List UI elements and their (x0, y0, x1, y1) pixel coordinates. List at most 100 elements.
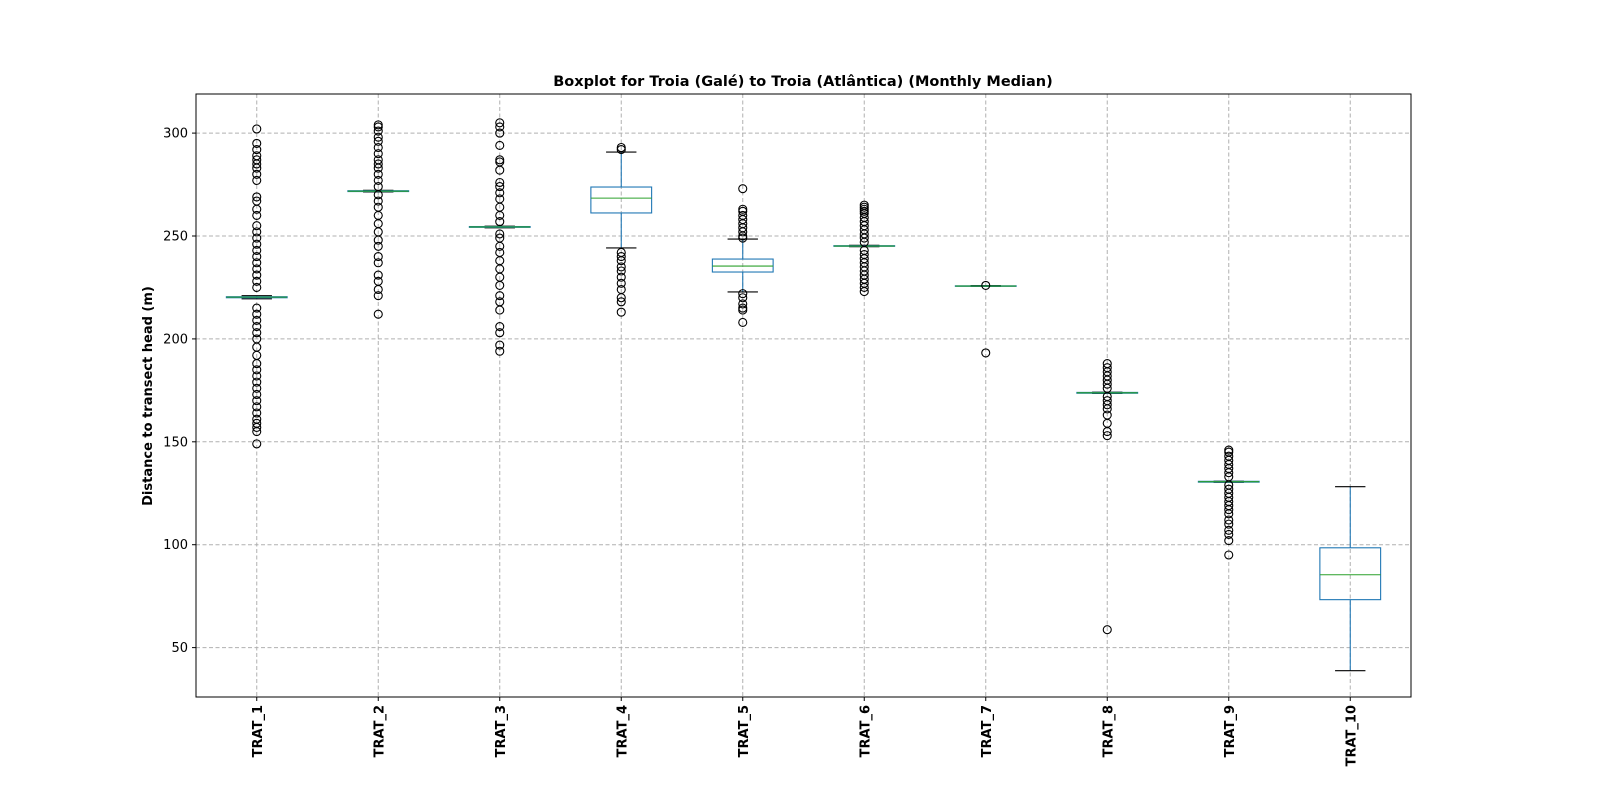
outlier (1102, 396, 1112, 406)
outlier (1102, 363, 1112, 373)
outlier (1102, 359, 1112, 369)
outlier (495, 188, 505, 198)
x-tick-label: TRAT_7 (980, 705, 995, 757)
outlier (252, 196, 262, 206)
outlier (1224, 550, 1234, 560)
outlier (252, 315, 262, 325)
outlier (495, 291, 505, 301)
outlier (616, 307, 626, 317)
outlier (738, 210, 748, 220)
outlier (252, 389, 262, 400)
outlier (252, 192, 262, 202)
outlier (616, 278, 626, 288)
outlier (373, 309, 383, 319)
y-tick-label: 250 (163, 230, 188, 245)
outlier (252, 210, 262, 220)
outlier (738, 289, 748, 299)
outlier (495, 297, 505, 307)
outlier (252, 396, 262, 406)
outlier (252, 175, 262, 185)
outlier (495, 322, 505, 332)
outlier (252, 418, 262, 428)
box (590, 186, 653, 214)
outlier (373, 175, 383, 185)
x-tick-label: TRAT_4 (615, 705, 630, 757)
outlier (252, 322, 262, 332)
outlier (495, 328, 505, 338)
outlier (616, 142, 626, 153)
outlier (373, 136, 383, 146)
outlier (738, 299, 748, 309)
outlier (373, 142, 383, 153)
outlier (373, 159, 383, 169)
x-tick-label: TRAT_2 (372, 705, 387, 757)
outlier (252, 383, 262, 393)
outlier (495, 118, 505, 128)
outlier (1102, 625, 1112, 635)
outlier (495, 247, 505, 258)
outlier (738, 293, 748, 303)
outlier (373, 120, 383, 130)
outlier (1224, 515, 1234, 525)
outlier (373, 169, 383, 179)
outlier (738, 184, 748, 194)
outlier (616, 297, 626, 307)
outlier (981, 280, 991, 290)
outlier (1224, 529, 1234, 539)
outlier (616, 284, 626, 295)
outlier (1102, 431, 1112, 441)
outlier (252, 138, 262, 148)
outlier (1224, 536, 1234, 546)
outlier (252, 439, 262, 449)
outlier (252, 282, 262, 293)
outlier (1102, 410, 1112, 420)
y-tick-label: 50 (171, 641, 188, 656)
outlier (252, 258, 262, 268)
box (1319, 547, 1382, 601)
outlier (738, 204, 748, 214)
outlier (1224, 451, 1234, 461)
outlier (252, 221, 262, 231)
outlier (495, 346, 505, 356)
x-tick-label: TRAT_9 (1223, 705, 1238, 757)
outlier (616, 272, 626, 282)
outlier (373, 252, 383, 262)
outlier (738, 317, 748, 327)
outlier (252, 264, 262, 274)
x-tick-label: TRAT_6 (858, 705, 873, 757)
outlier (252, 270, 262, 280)
outlier (252, 124, 262, 134)
outlier (495, 140, 505, 151)
outlier (859, 249, 869, 260)
y-tick-label: 200 (163, 332, 188, 347)
outlier (495, 122, 505, 132)
outlier (252, 252, 262, 262)
outlier (981, 348, 991, 358)
outlier (252, 365, 262, 375)
outlier (859, 200, 869, 210)
outlier (495, 217, 505, 227)
outlier (252, 245, 262, 255)
y-axis-label: Distance to transect head (m) (141, 286, 156, 506)
outlier (616, 247, 626, 258)
y-tick-label: 150 (163, 435, 188, 450)
outlier (252, 145, 262, 155)
outlier (1224, 445, 1234, 455)
outlier (373, 270, 383, 280)
outlier (495, 155, 505, 165)
outlier (495, 177, 505, 188)
outlier (1224, 525, 1234, 535)
outlier (252, 155, 262, 165)
outlier (252, 276, 262, 286)
outlier (252, 377, 262, 387)
outlier (252, 303, 262, 313)
outlier (252, 309, 262, 319)
outlier (252, 328, 262, 338)
outlier (252, 371, 262, 381)
outlier (495, 233, 505, 243)
plot-frame (195, 93, 1412, 698)
outlier (252, 151, 262, 161)
outlier (373, 132, 383, 142)
outlier (373, 291, 383, 301)
